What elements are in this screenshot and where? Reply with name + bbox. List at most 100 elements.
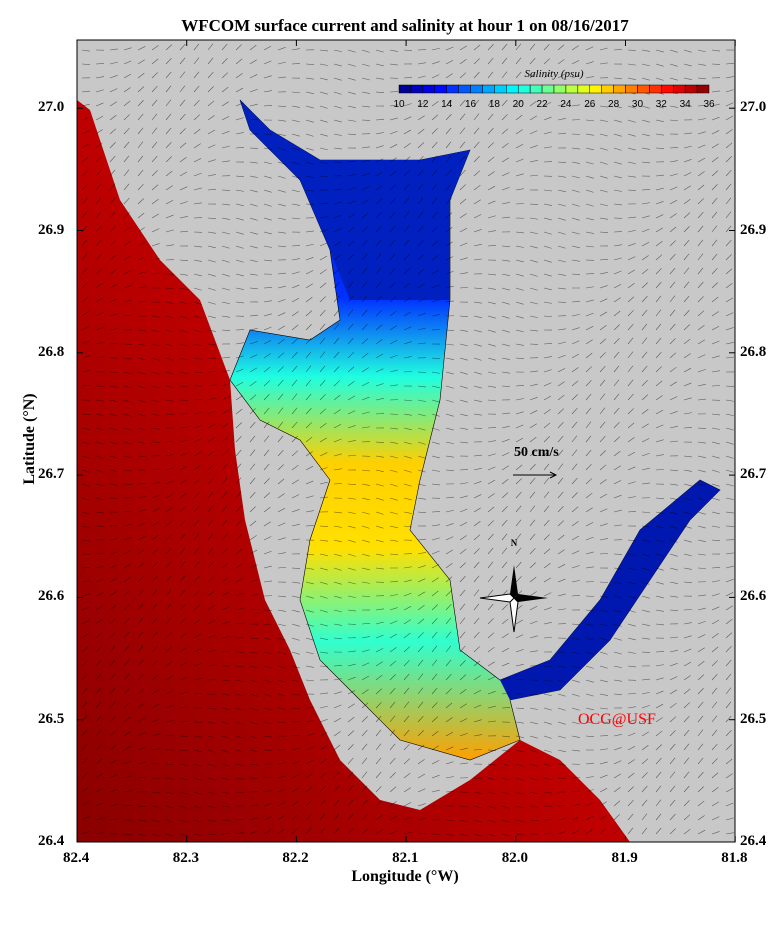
current-vector [613,49,622,51]
current-vector [641,351,648,359]
current-vector [165,44,173,51]
current-vector [431,269,440,275]
current-vector [291,245,301,247]
current-vector [403,370,412,373]
current-vector [599,203,608,207]
current-vector [235,548,243,555]
current-vector [305,581,314,585]
current-vector [417,673,424,681]
current-vector [333,147,342,150]
current-vector [95,744,102,751]
current-vector [361,539,370,543]
current-vector [193,633,202,639]
current-vector [557,549,565,555]
current-vector [179,603,186,611]
current-vector [277,231,286,234]
current-vector [249,665,258,669]
current-vector [193,438,202,443]
current-vector [473,413,482,416]
current-vector [263,380,271,387]
current-vector [375,63,384,67]
current-vector [221,130,230,135]
current-vector [543,449,550,457]
current-vector [669,77,678,81]
current-vector [683,455,692,458]
current-vector [389,310,397,317]
current-vector [529,72,536,79]
current-vector [137,747,146,751]
current-vector [81,633,89,639]
current-vector [431,455,440,459]
current-vector [235,44,242,51]
current-vector [655,424,664,429]
current-vector [585,776,594,779]
current-vector [557,73,566,79]
current-vector [571,217,580,221]
current-vector [655,380,663,387]
current-vector [389,225,396,233]
current-vector [725,659,732,667]
current-vector [683,309,690,317]
current-vector [487,575,494,583]
current-vector [137,674,144,681]
current-vector [333,201,342,205]
colorbar-segment [529,84,543,94]
current-vector [697,607,706,611]
current-vector [375,701,382,709]
current-vector [95,156,102,163]
current-vector [655,227,663,233]
current-vector [305,637,314,641]
current-vector [165,287,174,290]
current-vector [697,383,706,387]
current-vector [641,147,650,150]
current-vector [137,155,144,163]
current-vector [179,632,187,639]
current-vector [319,119,328,123]
current-vector [165,661,173,667]
current-vector [487,185,496,191]
current-vector [613,450,621,457]
current-vector [487,676,496,681]
current-vector [263,339,272,345]
current-vector [697,469,706,473]
current-vector [375,412,384,415]
current-vector [683,622,692,625]
current-vector [249,231,258,235]
current-vector [515,143,524,149]
current-vector [459,441,468,444]
current-vector [221,43,228,51]
current-vector [445,833,454,836]
current-vector [123,631,130,639]
current-vector [347,174,356,177]
current-vector [319,365,326,373]
current-vector [501,157,509,163]
current-vector [319,705,328,709]
current-vector [109,183,116,191]
current-vector [543,245,552,249]
current-vector [697,647,705,653]
current-vector [249,449,256,457]
current-vector [179,230,188,233]
current-vector [319,525,329,527]
current-vector [627,609,636,613]
current-vector [207,159,216,163]
current-vector [571,665,580,669]
current-vector [459,819,468,822]
current-vector [431,469,440,472]
colorbar-segment [565,84,579,94]
current-vector [137,183,144,191]
current-vector [249,463,256,471]
current-vector [319,758,327,765]
current-vector [655,439,664,443]
current-vector [669,676,678,681]
current-vector [151,689,159,695]
current-vector [123,285,132,289]
current-vector [641,49,650,52]
current-vector [711,355,720,359]
current-vector [501,735,510,738]
current-vector [627,189,636,191]
current-vector [697,483,706,487]
current-vector [515,129,523,135]
current-vector [683,158,692,163]
current-vector [207,57,214,65]
